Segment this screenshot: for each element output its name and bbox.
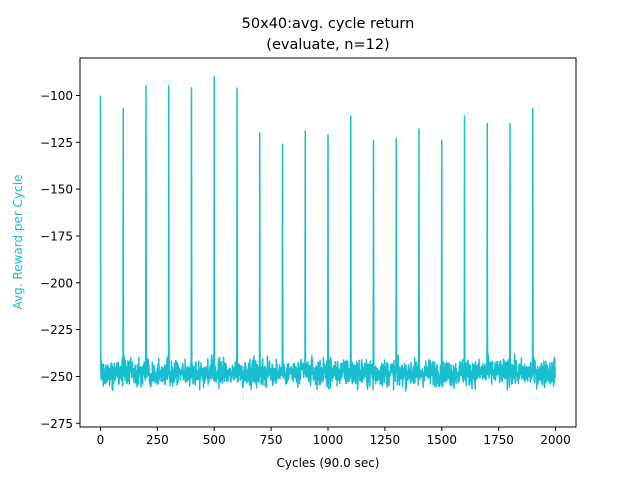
y-axis: −100 −125 −150 −175 −200 −225 −250 −275: [40, 89, 80, 431]
x-tick-label: 1250: [370, 433, 401, 447]
series-line: [99, 75, 557, 392]
x-tick-label: 750: [260, 433, 283, 447]
y-tick-label: −150: [40, 183, 73, 197]
x-axis-label: Cycles (90.0 sec): [277, 456, 380, 470]
x-tick-label: 1000: [313, 433, 344, 447]
x-tick-label: 500: [203, 433, 226, 447]
y-tick-label: −175: [40, 229, 73, 243]
chart-title: 50x40:avg. cycle return: [242, 16, 415, 32]
y-tick-label: −250: [40, 370, 73, 384]
y-tick-label: −225: [40, 323, 73, 337]
y-tick-label: −125: [40, 136, 73, 150]
x-tick-label: 1750: [483, 433, 514, 447]
x-tick-label: 0: [97, 433, 105, 447]
x-tick-label: 2000: [540, 433, 571, 447]
y-tick-label: −275: [40, 417, 73, 431]
y-tick-label: −200: [40, 276, 73, 290]
x-axis: 0 250 500 750 1000 1250 1500 1750 2000: [97, 427, 571, 447]
y-axis-label: Avg. Reward per Cycle: [11, 175, 25, 310]
chart-subtitle: (evaluate, n=12): [266, 37, 389, 53]
series-layer: [99, 75, 557, 392]
y-tick-label: −100: [40, 89, 73, 103]
x-tick-label: 250: [146, 433, 169, 447]
x-tick-label: 1500: [426, 433, 457, 447]
